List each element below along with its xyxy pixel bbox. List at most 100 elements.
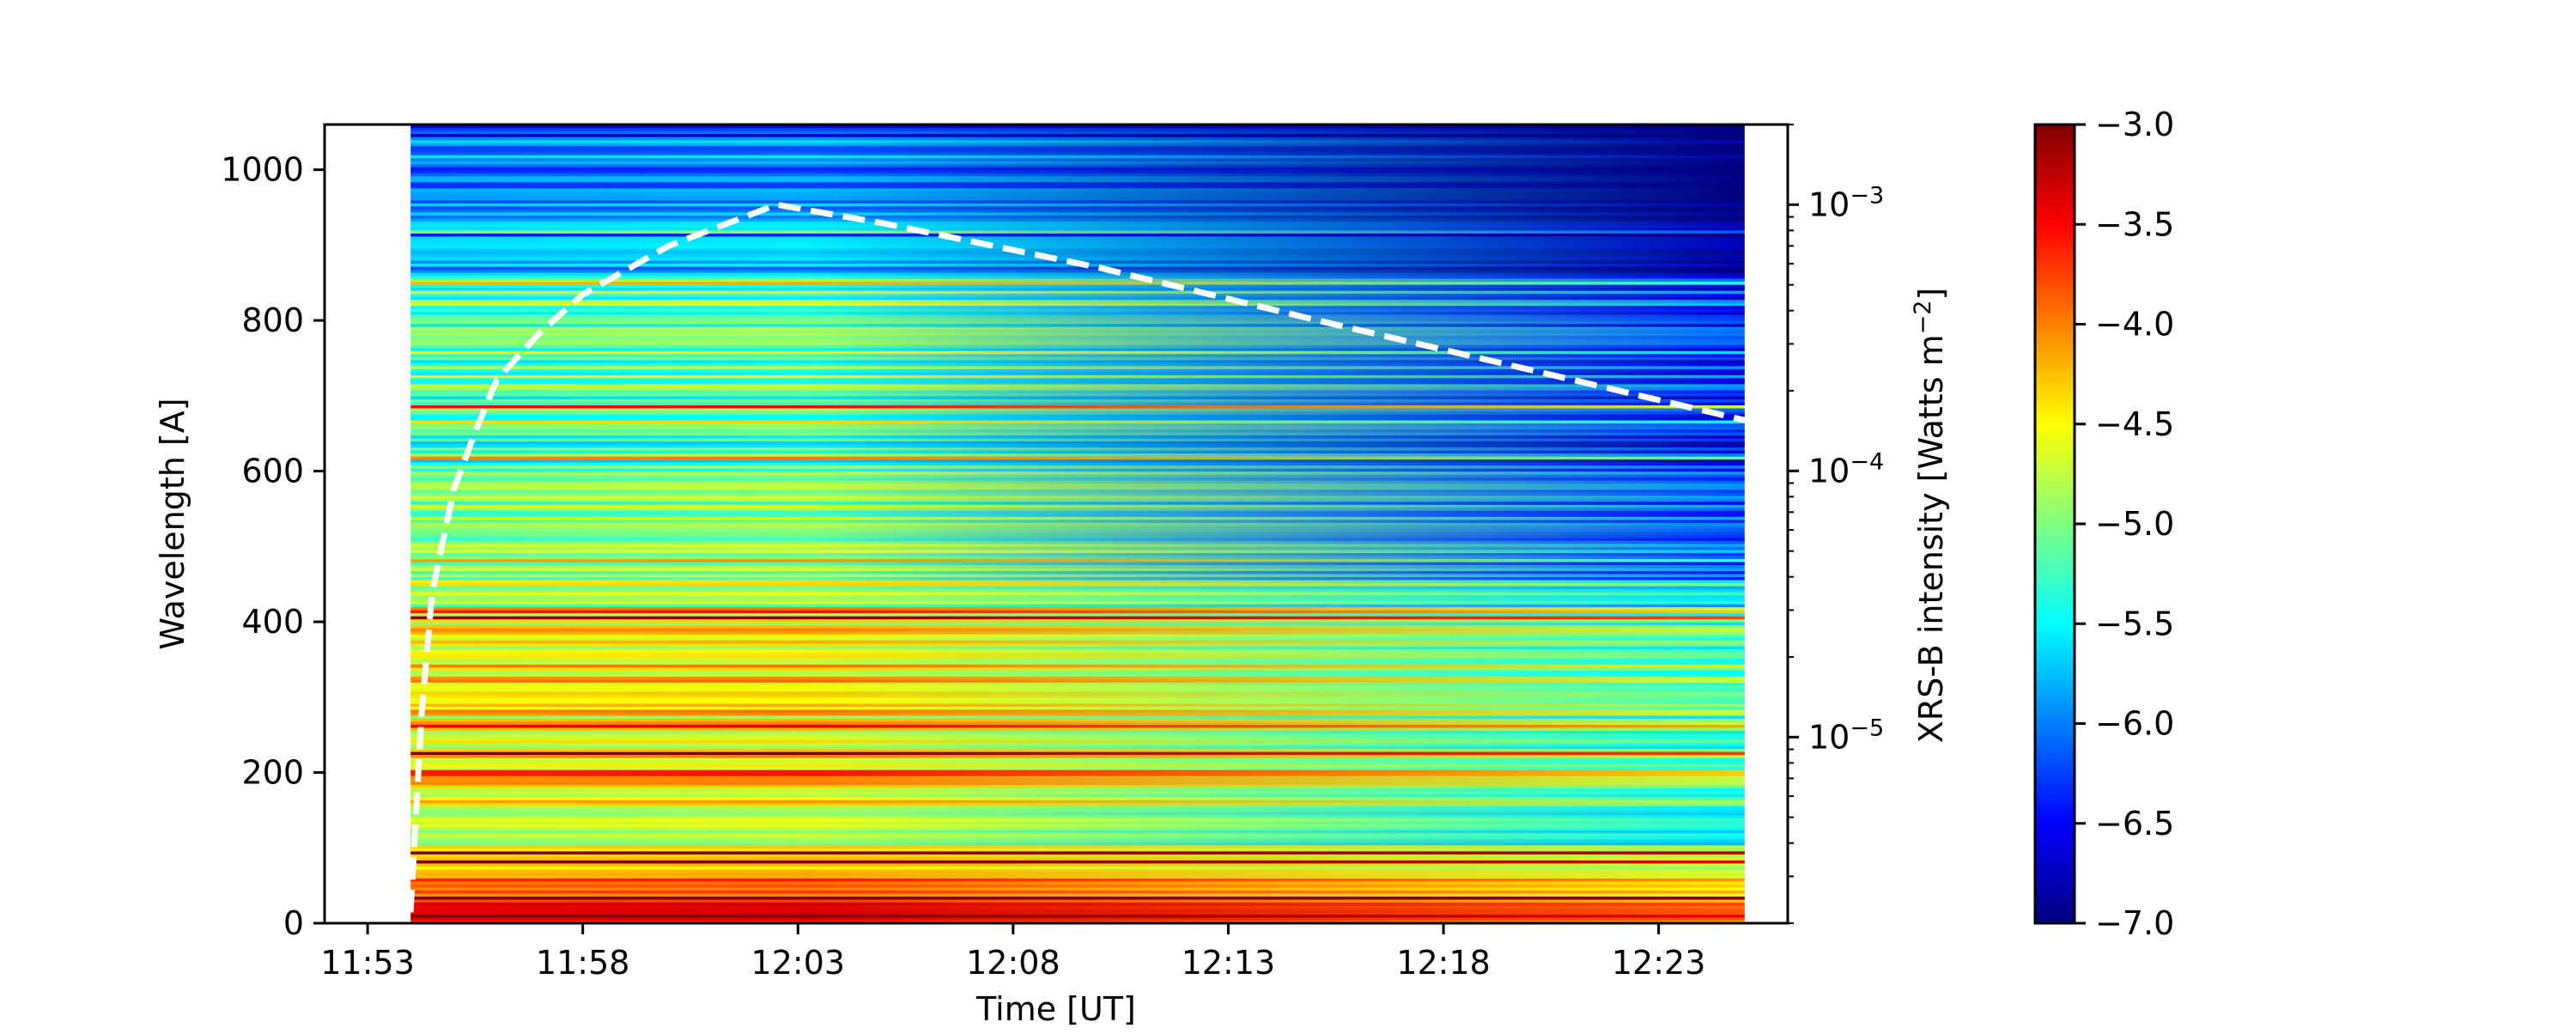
heatmap-row [410,636,1745,641]
y2-axis-label-end: ] [1912,288,1950,301]
heatmap-row [410,715,1745,719]
heatmap-row [410,874,1745,879]
heatmap-row [410,507,1745,511]
heatmap-row [410,151,1745,155]
heatmap-row [410,167,1745,171]
x-axis-label: Time [UT] [975,990,1136,1028]
heatmap-row [410,588,1745,593]
heatmap-row [410,155,1745,159]
heatmap-row [410,818,1745,822]
x-tick-label: 12:18 [1396,944,1491,982]
heatmap-row [410,227,1745,231]
heatmap-row [410,149,1745,153]
heatmap-row [410,570,1745,575]
heatmap-row [410,690,1745,695]
heatmap-row [410,437,1745,442]
heatmap-row [410,826,1745,830]
heatmap-row [410,709,1745,713]
heatmap-row [410,423,1745,427]
heatmap-row [410,386,1745,391]
heatmap-row [410,459,1745,463]
heatmap-row [410,890,1745,894]
heatmap-row [410,736,1745,740]
heatmap-row [410,721,1745,725]
y-tick-label: 800 [241,301,304,339]
heatmap-row [410,763,1745,768]
heatmap-row [410,404,1745,409]
heatmap-row [410,914,1745,918]
heatmap-row [410,862,1745,867]
heatmap-row [410,525,1745,529]
colorbar-tick-label: −4.0 [2095,306,2174,344]
heatmap-row [410,389,1745,393]
heatmap-row [410,896,1745,900]
heatmap-row [410,338,1745,343]
heatmap-row [410,594,1745,599]
heatmap-row [410,465,1745,469]
heatmap-row [410,431,1745,436]
heatmap-row [410,131,1745,135]
heatmap-row [410,199,1745,204]
y-axis-label: Wavelength [A] [154,398,191,649]
heatmap-row [410,450,1745,454]
heatmap-row [410,688,1745,692]
heatmap-row [410,898,1745,903]
heatmap-row [410,161,1745,165]
heatmap-row [410,173,1745,177]
heatmap-row [410,247,1745,252]
heatmap-row [410,745,1745,750]
heatmap-row [410,229,1745,234]
heatmap-row [410,277,1745,283]
heatmap-row [410,483,1745,487]
heatmap-row [410,664,1745,668]
heatmap-row [410,284,1745,289]
heatmap-row [410,407,1745,411]
heatmap-row [410,323,1745,327]
heatmap-row [410,480,1745,484]
heatmap-row [410,320,1745,325]
heatmap-row [410,299,1745,303]
heatmap-row [410,739,1745,744]
heatmap-row [410,137,1745,141]
heatmap-row [410,784,1745,788]
heatmap-row [410,265,1745,271]
heatmap-row [410,920,1745,923]
heatmap-row [410,910,1745,915]
heatmap-row [410,652,1745,656]
colorbar-tick-label: −5.5 [2095,605,2174,642]
heatmap-row [410,848,1745,852]
heatmap-row [410,842,1745,846]
heatmap-row [410,624,1745,629]
heatmap-row [410,435,1745,439]
heatmap-row [410,742,1745,746]
heatmap-row [410,751,1745,756]
heatmap-row [410,540,1745,544]
x-tick-label: 12:13 [1182,944,1276,982]
heatmap-row [410,916,1745,921]
heatmap-row [410,904,1745,909]
heatmap-row [410,612,1745,617]
heatmap-row [410,772,1745,776]
heatmap-row [410,808,1745,812]
heatmap-row [410,365,1745,369]
heatmap-row [410,179,1745,183]
heatmap-row [410,672,1745,677]
heatmap-row [410,344,1745,349]
heatmap-row [410,453,1745,457]
heatmap-row [410,814,1745,818]
y-tick-label: 400 [241,603,304,641]
heatmap-row [410,878,1745,882]
colorbar-tick-label: −6.0 [2095,705,2174,743]
heatmap-row [410,552,1745,557]
xrs-b-curve-layer [407,201,1746,913]
heatmap-row [410,275,1745,279]
heatmap-row [410,528,1745,532]
heatmap-row [410,703,1745,707]
heatmap-row [410,534,1745,538]
heatmap-row [410,125,1745,129]
heatmap-row [410,546,1745,550]
heatmap-row [410,610,1745,614]
heatmap-row [410,223,1745,228]
heatmap-row [410,215,1745,219]
